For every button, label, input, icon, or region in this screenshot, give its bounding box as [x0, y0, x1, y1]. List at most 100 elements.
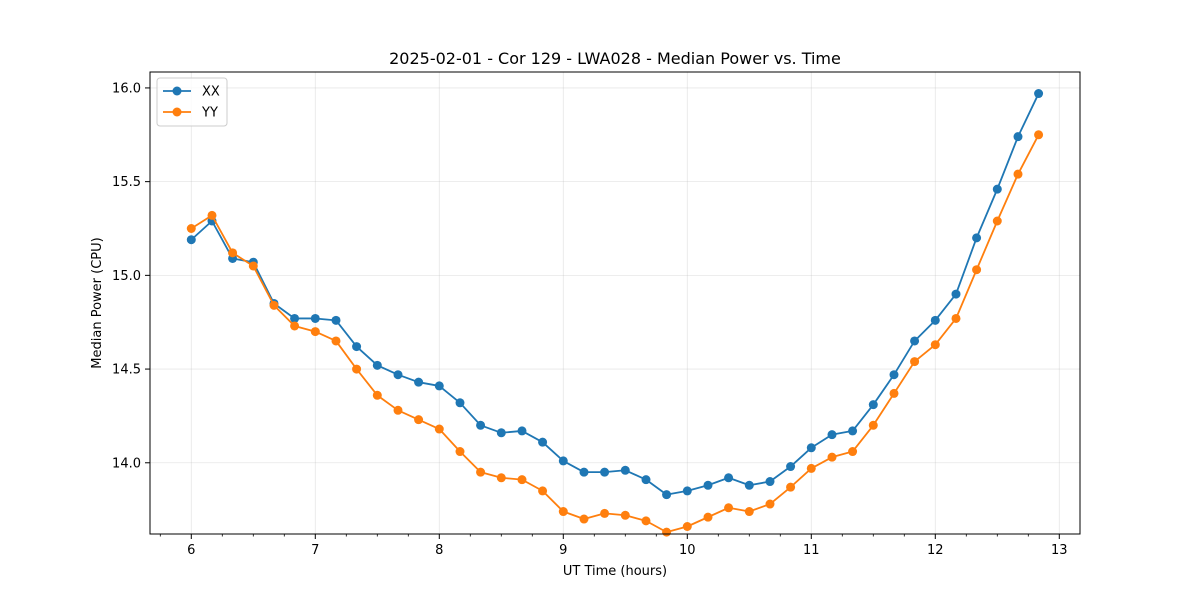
data-point-xx [538, 437, 548, 447]
data-point-xx [372, 360, 382, 370]
data-point-yy [207, 210, 217, 220]
data-point-yy [476, 467, 486, 477]
data-point-yy [641, 516, 651, 526]
data-point-yy [620, 510, 630, 520]
legend-marker-yy [172, 107, 182, 117]
data-point-yy [248, 261, 258, 271]
data-point-xx [331, 315, 341, 325]
data-point-yy [703, 512, 713, 522]
data-point-xx [724, 473, 734, 483]
data-point-xx [806, 443, 816, 453]
x-tick-label: 13 [1051, 543, 1068, 558]
data-point-xx [765, 477, 775, 487]
data-point-yy [682, 522, 692, 532]
x-tick-label: 8 [435, 543, 443, 558]
data-point-xx [558, 456, 568, 466]
data-point-xx [992, 184, 1002, 194]
y-axis-label: Median Power (CPU) [90, 237, 105, 368]
data-point-yy [310, 327, 320, 337]
data-point-xx [476, 420, 486, 430]
data-point-yy [848, 447, 858, 457]
legend-label-yy: YY [201, 106, 218, 121]
y-tick-label: 14.5 [112, 363, 141, 378]
data-point-yy [806, 463, 816, 473]
x-tick-label: 11 [803, 543, 820, 558]
plot-series [186, 89, 1044, 537]
data-point-yy [786, 482, 796, 492]
data-point-yy [724, 503, 734, 513]
data-point-yy [517, 475, 527, 485]
legend-marker-xx [172, 86, 182, 96]
x-tick-label: 12 [927, 543, 944, 558]
data-point-yy [1034, 130, 1044, 140]
data-point-xx [972, 233, 982, 243]
x-axis-label: UT Time (hours) [563, 564, 667, 579]
data-point-xx [620, 465, 630, 475]
legend: XX YY [156, 77, 228, 127]
data-point-xx [579, 467, 589, 477]
data-point-yy [579, 514, 589, 524]
data-point-yy [930, 340, 940, 350]
data-point-xx [600, 467, 610, 477]
data-point-yy [434, 424, 444, 434]
data-point-xx [703, 480, 713, 490]
data-point-xx [290, 313, 300, 323]
data-point-yy [372, 390, 382, 400]
axes-frame [149, 71, 1081, 535]
data-point-yy [827, 452, 837, 462]
data-point-yy [662, 527, 672, 537]
data-point-yy [269, 300, 279, 310]
data-point-xx [889, 370, 899, 380]
data-point-yy [910, 357, 920, 367]
data-point-yy [352, 364, 362, 374]
data-point-yy [765, 499, 775, 509]
data-point-xx [310, 313, 320, 323]
x-tick-label: 7 [311, 543, 319, 558]
data-point-xx [1013, 132, 1023, 142]
data-point-xx [352, 342, 362, 352]
data-point-yy [972, 265, 982, 275]
data-point-xx [414, 377, 424, 387]
data-point-yy [600, 508, 610, 518]
grid [150, 72, 1080, 534]
data-point-xx [827, 430, 837, 440]
data-point-xx [930, 315, 940, 325]
data-point-xx [682, 486, 692, 496]
data-point-xx [662, 490, 672, 500]
x-tick-label: 6 [187, 543, 195, 558]
data-point-xx [517, 426, 527, 436]
y-tick-label: 16.0 [112, 81, 141, 96]
data-point-xx [786, 462, 796, 472]
data-point-xx [186, 235, 196, 245]
data-point-xx [744, 480, 754, 490]
data-point-xx [393, 370, 403, 380]
data-point-yy [228, 248, 238, 258]
data-point-xx [496, 428, 506, 438]
data-point-yy [414, 415, 424, 425]
data-point-yy [393, 405, 403, 415]
data-point-yy [558, 507, 568, 517]
data-point-yy [992, 216, 1002, 226]
x-tick-label: 9 [559, 543, 567, 558]
data-point-xx [641, 475, 651, 485]
data-point-yy [290, 321, 300, 331]
data-point-yy [1013, 169, 1023, 179]
data-point-xx [1034, 89, 1044, 99]
legend-label-xx: XX [202, 85, 220, 100]
data-point-yy [951, 313, 961, 323]
y-tick-label: 15.5 [112, 175, 141, 190]
data-point-xx [455, 398, 465, 408]
data-point-yy [186, 223, 196, 233]
data-point-yy [538, 486, 548, 496]
chart-title: 2025-02-01 - Cor 129 - LWA028 - Median P… [389, 49, 841, 68]
data-point-yy [868, 420, 878, 430]
y-tick-label: 15.0 [112, 269, 141, 284]
data-point-yy [744, 507, 754, 517]
data-point-yy [496, 473, 506, 483]
data-point-xx [910, 336, 920, 346]
data-point-xx [951, 289, 961, 299]
x-tick-label: 10 [679, 543, 696, 558]
data-point-xx [868, 400, 878, 410]
data-point-yy [889, 388, 899, 398]
